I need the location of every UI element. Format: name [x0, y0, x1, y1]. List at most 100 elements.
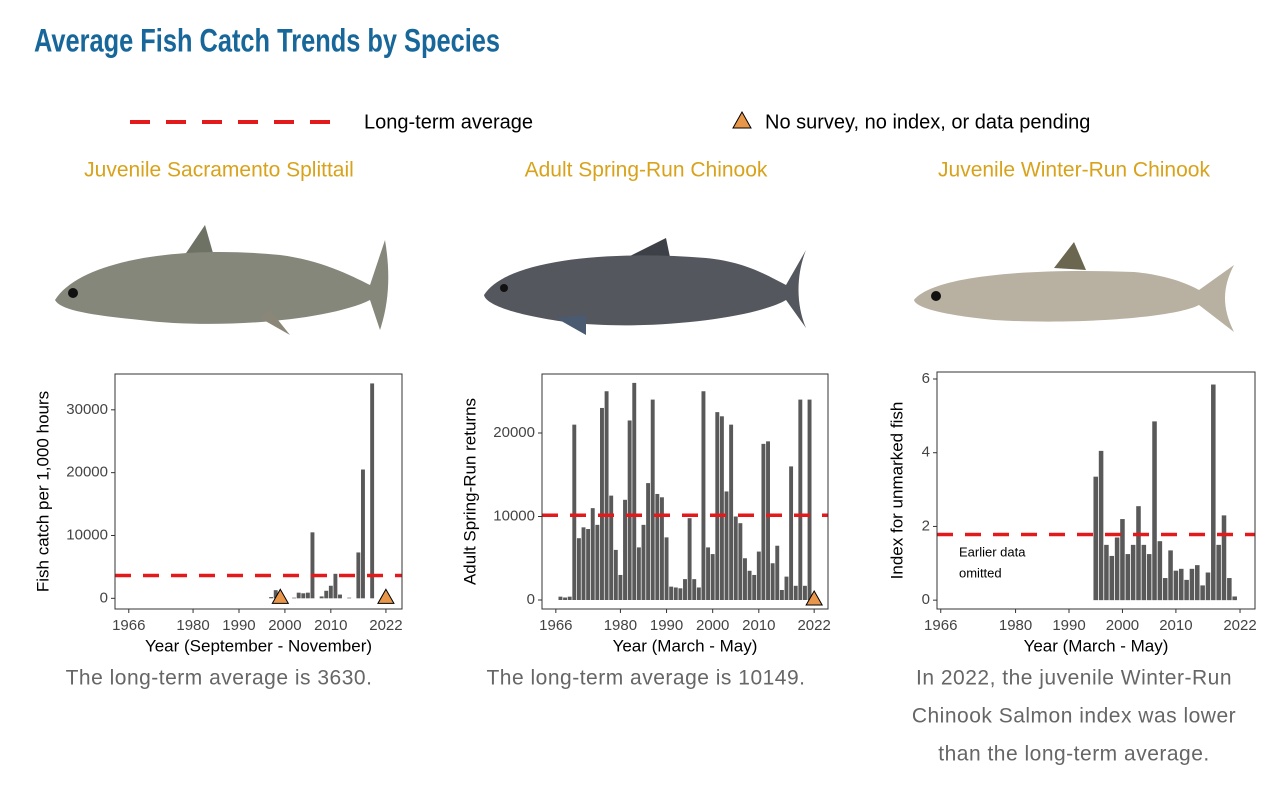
bar [1125, 554, 1131, 601]
bar [627, 420, 632, 600]
panel-title: Juvenile Sacramento Splittail [84, 159, 354, 182]
missing-marker [805, 589, 824, 606]
bar [292, 597, 297, 599]
x-tick-label: 2000 [268, 617, 301, 634]
bar [1184, 579, 1189, 601]
bar [784, 576, 789, 600]
caption: The long-term average is 3630. [66, 667, 373, 690]
bar [706, 547, 711, 600]
bar [1162, 578, 1168, 601]
bar [659, 497, 664, 600]
bar [1205, 572, 1211, 601]
bar [802, 585, 807, 600]
bar [1136, 506, 1141, 601]
y-tick-label: 2 [922, 517, 930, 534]
bar [729, 424, 734, 600]
x-tick-label: 1966 [539, 617, 572, 634]
legend-label: Long-term average [364, 111, 533, 133]
bar [673, 587, 678, 600]
panel-title: Juvenile Winter-Run Chinook [938, 159, 1210, 182]
bar [747, 570, 752, 600]
bar [361, 469, 365, 599]
bar [338, 594, 342, 599]
bar [770, 563, 775, 600]
bar [719, 416, 724, 600]
bar [623, 499, 627, 600]
bar [1173, 570, 1179, 601]
bar [581, 527, 586, 600]
x-tick-label: 2010 [1159, 617, 1192, 634]
bar [576, 538, 581, 600]
bar [789, 466, 794, 600]
bar [683, 579, 687, 600]
bar [1146, 554, 1152, 601]
bar [595, 524, 600, 600]
bar [646, 483, 651, 600]
bar [743, 558, 747, 600]
bar [333, 573, 338, 599]
x-tick-label: 2010 [742, 617, 775, 634]
y-tick-label: 20000 [493, 424, 535, 441]
panel-title: Adult Spring-Run Chinook [525, 159, 768, 182]
x-axis-label: Year (March - May) [613, 636, 758, 655]
bar [696, 587, 701, 600]
x-tick-label: 2022 [1223, 617, 1256, 634]
missing-marker [271, 588, 290, 604]
bar [779, 589, 784, 600]
plot-frame [114, 373, 403, 610]
plot-frame [541, 373, 829, 610]
x-tick-label: 2000 [1106, 617, 1139, 634]
bar [1093, 476, 1099, 601]
bar [319, 596, 324, 599]
bar [664, 537, 669, 600]
x-tick-label: 1966 [924, 617, 957, 634]
caption: The long-term average is 10149. [486, 667, 805, 690]
legend-label: No survey, no index, or data pending [765, 111, 1090, 133]
x-tick-label: 1990 [650, 617, 683, 634]
bar [650, 399, 655, 600]
bar [1178, 568, 1184, 601]
bar [1211, 384, 1216, 601]
bar [600, 407, 604, 600]
bar [1189, 568, 1195, 601]
bar [655, 493, 660, 600]
bar [296, 592, 301, 599]
bar [613, 549, 618, 600]
bar [687, 518, 692, 600]
bar [1098, 450, 1104, 601]
bar [1157, 541, 1163, 601]
x-axis-label: Year (March - May) [1024, 636, 1169, 655]
bar [328, 585, 333, 599]
x-tick-label: 2000 [696, 617, 729, 634]
bar [715, 412, 720, 600]
bar [590, 508, 595, 600]
x-tick-label: 2010 [314, 617, 347, 634]
y-tick-label: 10000 [66, 526, 108, 543]
caption: than the long-term average. [938, 743, 1210, 766]
y-axis-label: Adult Spring-Run returns [460, 398, 479, 585]
x-axis-label: Year (September - November) [145, 636, 372, 655]
annotation: Earlier data [959, 544, 1026, 559]
bar [641, 524, 646, 600]
bar [558, 596, 563, 600]
bar [269, 597, 274, 599]
y-tick-label: 20000 [66, 464, 108, 481]
bar [1216, 544, 1221, 601]
bar [572, 424, 577, 600]
bar [609, 495, 614, 600]
bar [807, 399, 812, 600]
y-tick-label: 6 [922, 370, 930, 387]
x-tick-label: 1966 [112, 617, 145, 634]
bar [678, 588, 683, 600]
bar [618, 574, 623, 600]
x-tick-label: 1990 [222, 617, 255, 634]
plot-frame [936, 371, 1256, 610]
fish-illustration [55, 225, 389, 335]
bar [756, 551, 761, 600]
bar [724, 491, 729, 600]
bar [370, 383, 375, 599]
bar [1221, 515, 1227, 601]
x-tick-label: 2022 [369, 617, 402, 634]
bar [310, 532, 315, 599]
